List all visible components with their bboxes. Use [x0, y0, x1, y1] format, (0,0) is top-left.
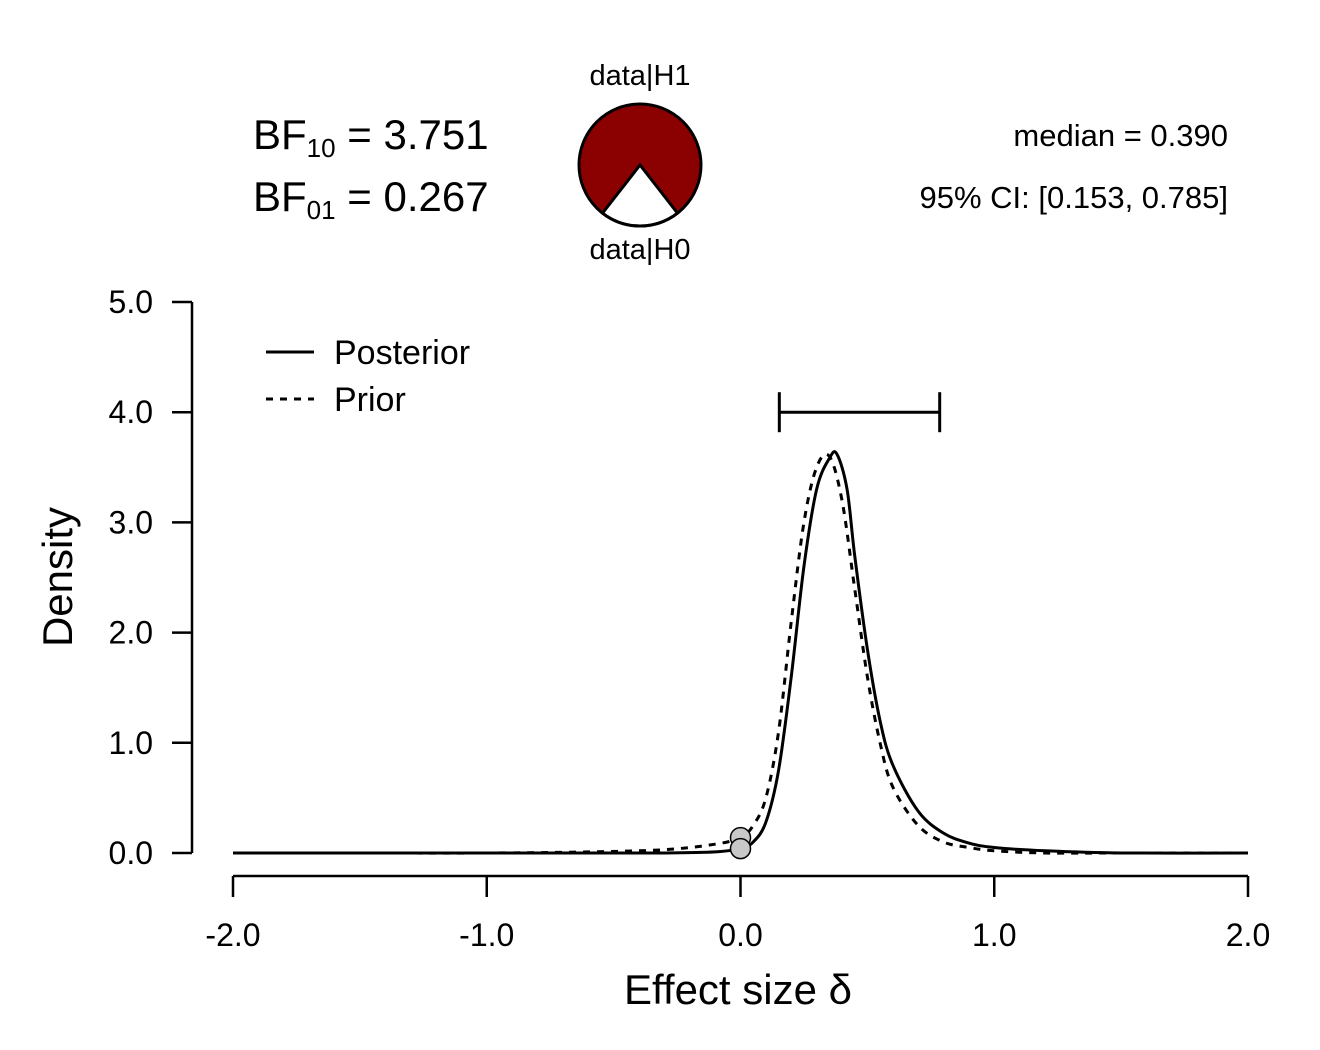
series-line-posterior: [233, 450, 1249, 855]
legend-label-prior: Prior: [334, 381, 406, 419]
x-tick-label-2: 0.0: [718, 917, 762, 953]
pie-bottom-label: data|H0: [589, 234, 691, 266]
x-tick-label-1: -1.0: [459, 917, 514, 953]
x-tick-label-0: -2.0: [205, 917, 260, 953]
series-lines: [233, 392, 1249, 860]
median-text: median = 0.390: [1013, 118, 1228, 153]
bf10-value: = 3.751: [347, 111, 489, 158]
y-tick-label-3: 3.0: [109, 504, 153, 540]
bf-pie-chart: [577, 102, 703, 228]
x-tick-label-3: 1.0: [972, 917, 1016, 953]
y-tick-label-0: 0.0: [109, 835, 153, 871]
x-tick-label-4: 2.0: [1226, 917, 1270, 953]
bf10-subscript: 10: [306, 133, 336, 163]
ci-text: 95% CI: [0.153, 0.785]: [919, 180, 1229, 215]
bf01-text: BF01 = 0.267: [253, 173, 489, 224]
y-tick-label-4: 4.0: [109, 394, 153, 430]
series-line-prior: [233, 452, 1248, 855]
legend: Posterior Prior: [266, 334, 470, 419]
pie-outline: [577, 102, 703, 228]
y-tick-label-2: 2.0: [109, 615, 153, 651]
bf01-subscript: 01: [306, 195, 336, 225]
bf10-label: BF: [253, 111, 307, 158]
x-axis-label: Effect size δ: [624, 966, 852, 1013]
bf01-value: = 0.267: [347, 173, 489, 220]
pie-top-label: data|H1: [589, 60, 691, 92]
y-tick-label-1: 1.0: [109, 725, 153, 761]
y-tick-label-5: 5.0: [109, 284, 153, 320]
point-zero-posterior: [729, 837, 752, 860]
bf10-text: BF10 = 3.751: [253, 111, 489, 162]
axes: 0.0 1.0 2.0 3.0 4.0 5.0 -2.0 -1.0 0.0 1.0 2.0: [109, 284, 1271, 953]
axis-labels: Effect size δ Density: [34, 507, 852, 1013]
bf01-label: BF: [253, 173, 307, 220]
y-axis-label: Density: [34, 507, 81, 647]
legend-label-posterior: Posterior: [334, 334, 470, 372]
